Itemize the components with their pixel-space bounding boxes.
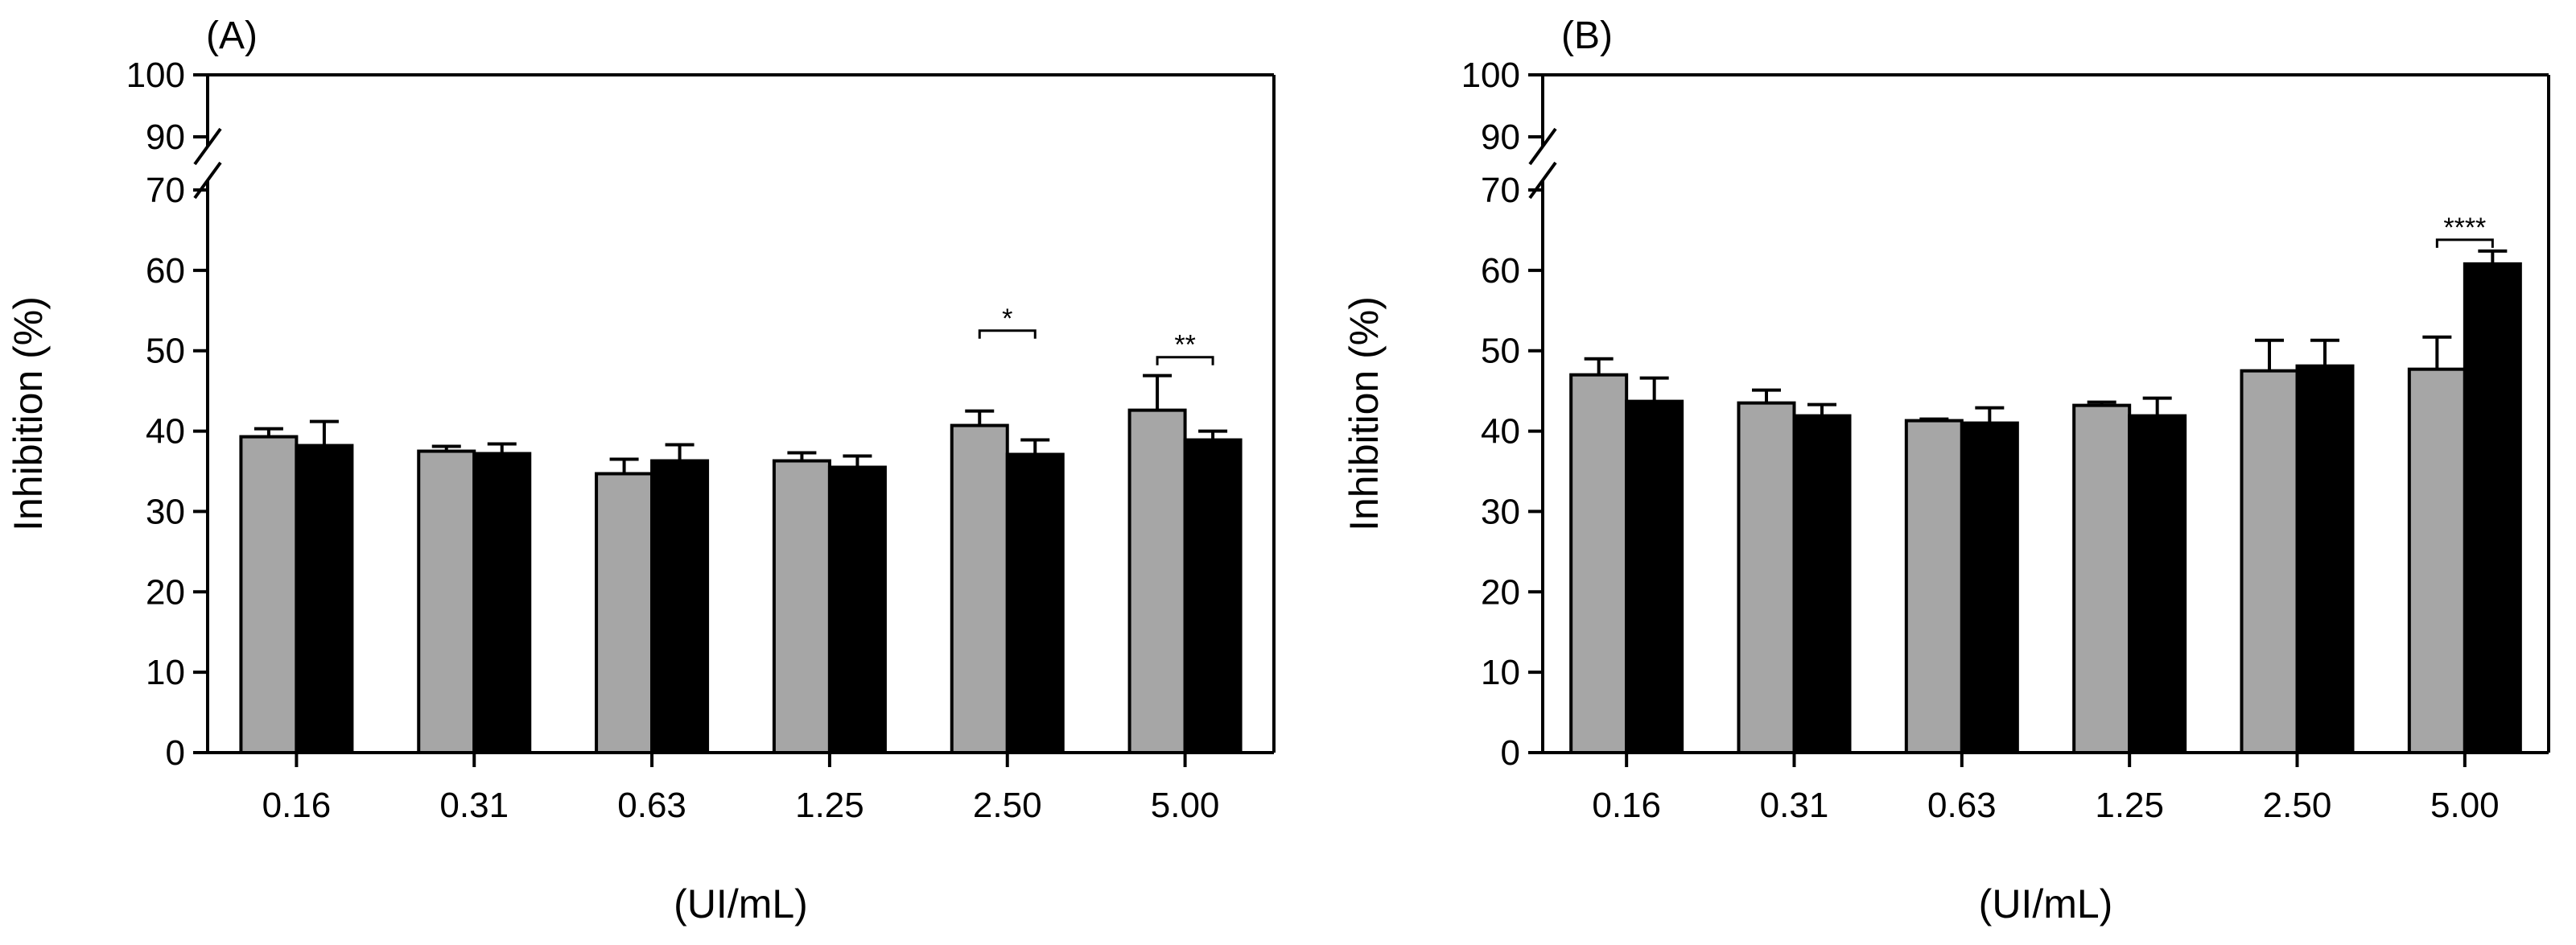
y-axis-title: Inhibition (%) — [1342, 296, 1387, 531]
axis-break-mark-upper — [193, 127, 222, 166]
x-tick-label: 0.63 — [1927, 786, 1997, 825]
significance-label: ** — [1174, 330, 1195, 361]
bar-series-1 — [2072, 403, 2132, 754]
axis-break-mark-lower — [193, 161, 222, 200]
significance-bracket — [978, 329, 1037, 339]
x-tick-label: 2.50 — [973, 786, 1042, 825]
significance-label: * — [1002, 303, 1012, 334]
bar-series-1 — [772, 459, 831, 754]
bar-series-1 — [1127, 408, 1187, 754]
x-tick-label: 0.31 — [1760, 786, 1829, 825]
axis-break-mark-upper — [1528, 127, 1557, 166]
chart-panel-1: 0 10 20 30 40 50 60 70 90 100 0.16 0.31 0.63 1.25 2.50… — [6, 14, 1276, 926]
significance-label: **** — [2443, 213, 2486, 243]
y-tick-label: 20 — [146, 572, 185, 612]
x-axis-title: (UI/mL) — [1979, 881, 2113, 926]
y-tick-label: 100 — [1461, 56, 1520, 95]
y-tick-label: 70 — [1481, 171, 1520, 210]
bar-series-2 — [1183, 438, 1243, 754]
bar-series-1 — [2240, 369, 2299, 754]
axis-break-mark-lower — [1528, 161, 1557, 200]
y-tick-label: 70 — [146, 171, 185, 210]
panel-label: (B) — [1561, 14, 1613, 57]
y-tick-label: 50 — [146, 332, 185, 371]
x-tick-label: 5.00 — [1151, 786, 1220, 825]
y-tick-label: 90 — [146, 118, 185, 157]
y-tick-label: 40 — [146, 412, 185, 452]
y-axis-title: Inhibition (%) — [6, 296, 51, 531]
y-tick-label: 30 — [146, 492, 185, 531]
y-tick-label: 10 — [146, 653, 185, 692]
x-tick-label: 1.25 — [795, 786, 864, 825]
x-tick-label: 0.16 — [1592, 786, 1661, 825]
y-tick-label: 60 — [146, 251, 185, 291]
bar-series-1 — [1904, 419, 1964, 755]
y-tick-label: 20 — [1481, 572, 1520, 612]
y-tick-label: 10 — [1481, 653, 1520, 692]
bar-series-1 — [595, 472, 654, 754]
bar-series-2 — [1005, 452, 1065, 755]
x-axis-title: (UI/mL) — [674, 881, 808, 926]
bar-series-1 — [2407, 367, 2467, 754]
bar-series-1 — [1737, 401, 1796, 754]
bar-series-2 — [472, 452, 532, 754]
x-tick-label: 2.50 — [2263, 786, 2332, 825]
y-tick-label: 0 — [166, 733, 185, 773]
x-tick-label: 5.00 — [2430, 786, 2500, 825]
bar-series-1 — [417, 449, 476, 754]
bar-series-2 — [1625, 399, 1684, 754]
chart-panel-2: 0 10 20 30 40 50 60 70 90 100 0.16 0.31 0.63 1.25 2.50… — [1342, 14, 2550, 926]
x-tick-label: 0.31 — [439, 786, 509, 825]
y-tick-label: 50 — [1481, 332, 1520, 371]
bar-series-2 — [2128, 414, 2187, 754]
x-tick-label: 0.63 — [617, 786, 686, 825]
significance-bracket — [2435, 238, 2494, 248]
bar-series-2 — [2463, 262, 2522, 754]
panel-label: (A) — [206, 14, 258, 57]
y-tick-label: 40 — [1481, 412, 1520, 452]
bar-series-2 — [827, 465, 887, 754]
bar-series-2 — [1792, 414, 1852, 754]
bar-series-2 — [650, 459, 710, 754]
significance-bracket — [1156, 356, 1214, 365]
bar-series-1 — [239, 435, 299, 754]
y-tick-label: 60 — [1481, 251, 1520, 291]
bar-series-2 — [1960, 421, 2019, 754]
y-tick-label: 100 — [126, 56, 185, 95]
bar-series-1 — [1569, 373, 1629, 754]
y-tick-label: 0 — [1501, 733, 1520, 773]
bar-series-2 — [295, 444, 354, 754]
y-tick-label: 90 — [1481, 118, 1520, 157]
x-tick-label: 1.25 — [2095, 786, 2164, 825]
y-tick-label: 30 — [1481, 492, 1520, 531]
x-tick-label: 0.16 — [262, 786, 332, 825]
bar-series-1 — [950, 423, 1009, 754]
bar-series-2 — [2295, 364, 2355, 754]
